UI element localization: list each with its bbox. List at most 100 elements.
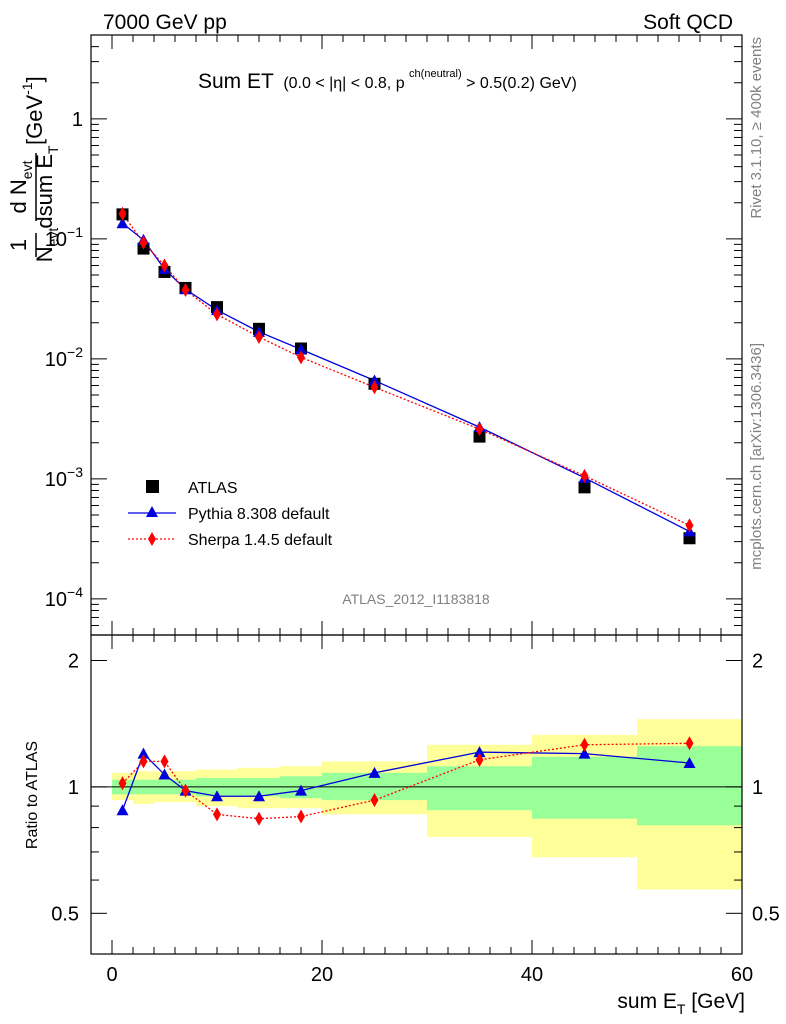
legend-pythia-label: Pythia 8.308 default: [188, 506, 330, 523]
sherpa-point: [475, 422, 484, 437]
ratio-series: [116, 736, 696, 826]
atlas-point: [473, 430, 486, 443]
sherpa-ratio-point: [370, 793, 379, 808]
sherpa-point: [580, 468, 589, 483]
main-y-tick-exp: −1: [67, 224, 83, 240]
ratio-panel-frame: [90, 634, 743, 955]
sherpa-ratio-point: [139, 754, 148, 769]
main-y-tick-exp: −3: [67, 464, 83, 480]
legend-sherpa-label: Sherpa 1.4.5 default: [188, 532, 333, 549]
ylabel-unit-close: ]: [22, 76, 47, 82]
pythia-ratio-point: [578, 747, 591, 759]
sherpa-point: [255, 330, 263, 345]
sherpa-ratio-point: [160, 754, 169, 769]
header-left: 7000 GeV pp: [103, 11, 227, 34]
atlas-point: [578, 481, 591, 494]
ratio-band-inner: [532, 756, 637, 819]
ratio-band-inner: [427, 766, 532, 811]
ylabel-d1-sub: evt: [45, 228, 61, 247]
ratio-y-tick-label-right: 0.5: [752, 903, 780, 925]
sherpa-ratio-point: [118, 776, 127, 791]
ylabel-d2-base: dsum E: [32, 154, 57, 229]
header-right: Soft QCD: [643, 11, 733, 34]
ylabel-d1: Nevt: [32, 228, 61, 263]
main-y-tick-label: 10−3: [45, 464, 83, 491]
ylabel-n1: 1: [6, 239, 31, 251]
main-y-tick-exp: −2: [67, 344, 83, 360]
sherpa-ratio-point: [475, 752, 484, 767]
sherpa-ratio-point: [685, 736, 694, 751]
legend-sherpa-marker: [148, 532, 156, 546]
pythia-ratio-point: [158, 768, 171, 780]
pythia-point: [116, 217, 129, 229]
main-y-tick-base: 10: [45, 589, 67, 611]
xlabel-sub: T: [677, 1001, 686, 1017]
main-y-tick-label: 10−4: [45, 584, 83, 611]
main-y-tick-label: 10−2: [45, 344, 83, 371]
ratio-y-tick-label-left: 2: [68, 650, 79, 672]
ratio-y-tick-label-left: 1: [68, 777, 79, 799]
legend-pythia-marker: [146, 506, 158, 517]
sherpa-ratio-point: [181, 783, 190, 798]
x-tick-label: 60: [731, 964, 753, 986]
sherpa-point: [160, 258, 169, 273]
legend-atlas-marker: [146, 480, 159, 493]
plot-title-main: Sum ET: [198, 70, 274, 93]
sherpa-point: [370, 380, 379, 395]
pythia-ratio-point: [116, 804, 129, 816]
analysis-watermark: ATLAS_2012_I1183818: [342, 591, 490, 607]
main-y-tick-base: 10: [45, 469, 67, 491]
ratio-uncertainty-bands: [112, 719, 742, 890]
main-y-tick-label: 1: [72, 109, 83, 131]
main-y-tick-label: 10−1: [45, 224, 83, 251]
sherpa-point: [118, 206, 127, 221]
sherpa-point: [685, 518, 694, 533]
xlabel-unit: [GeV]: [685, 990, 745, 1013]
x-axis-label: sum ET [GeV]: [617, 990, 745, 1017]
ratio-y-tick-label-left: 0.5: [51, 903, 79, 925]
sherpa-ratio-point: [213, 807, 221, 822]
x-tick-label: 20: [311, 964, 333, 986]
ratio-y-tick-label-right: 1: [752, 777, 763, 799]
mcplots-url-label: mcplots.cern.ch [arXiv:1306.3436]: [748, 343, 765, 570]
legend: ATLAS Pythia 8.308 default Sherpa 1.4.5 …: [128, 480, 333, 549]
sherpa-ratio-point: [580, 737, 589, 752]
ylabel-n2-base: d N: [6, 179, 31, 213]
main-y-tick-exp: −4: [67, 584, 83, 600]
ylabel-d1-base: N: [32, 246, 57, 262]
sherpa-line: [121, 213, 690, 526]
ratio-y-label: Ratio to ATLAS: [24, 741, 41, 849]
x-tick-label: 40: [521, 964, 543, 986]
sherpa-point: [213, 307, 221, 322]
pythia-point: [368, 374, 381, 386]
xlabel-text: sum E: [617, 990, 677, 1013]
ylabel-n2: d Nevt: [6, 160, 35, 213]
pythia-ratio-point: [683, 757, 696, 769]
main-y-tick-base: 10: [45, 229, 67, 251]
ratio-y-tick-label-right: 2: [752, 650, 763, 672]
sherpa-ratio-point: [255, 811, 263, 826]
pythia-ratio-point: [368, 766, 381, 778]
plot-title: Sum ET (0.0 < |η| < 0.8, p ch(neutral) >…: [198, 64, 577, 93]
plot-title-cond-sup: ch(neutral): [409, 68, 462, 80]
main-y-label: 1 Nevt d Nevt dsum ET [GeV-1]: [6, 76, 61, 262]
pythia-ratio-point: [473, 746, 486, 758]
pythia-ratio-point: [253, 790, 265, 802]
sherpa-point: [139, 235, 148, 250]
x-tick-label: 0: [106, 964, 117, 986]
ylabel-unit: [GeV-1]: [19, 76, 47, 145]
ylabel-d2: dsum ET: [32, 145, 61, 229]
sherpa-point: [181, 282, 190, 297]
main-series: [116, 206, 696, 545]
main-y-tick-base: 10: [45, 349, 67, 371]
ylabel-d2-sub: T: [45, 145, 61, 154]
pythia-ratio-point: [211, 790, 223, 802]
plot-title-cond-a: (0.0 < |η| < 0.8, p: [283, 75, 404, 92]
pythia-ratio-point: [295, 784, 307, 796]
pythia-ratio-point: [137, 747, 150, 759]
ylabel-unit-open: [GeV: [22, 95, 47, 145]
sherpa-ratio-point: [297, 809, 305, 824]
legend-atlas-label: ATLAS: [188, 480, 238, 497]
